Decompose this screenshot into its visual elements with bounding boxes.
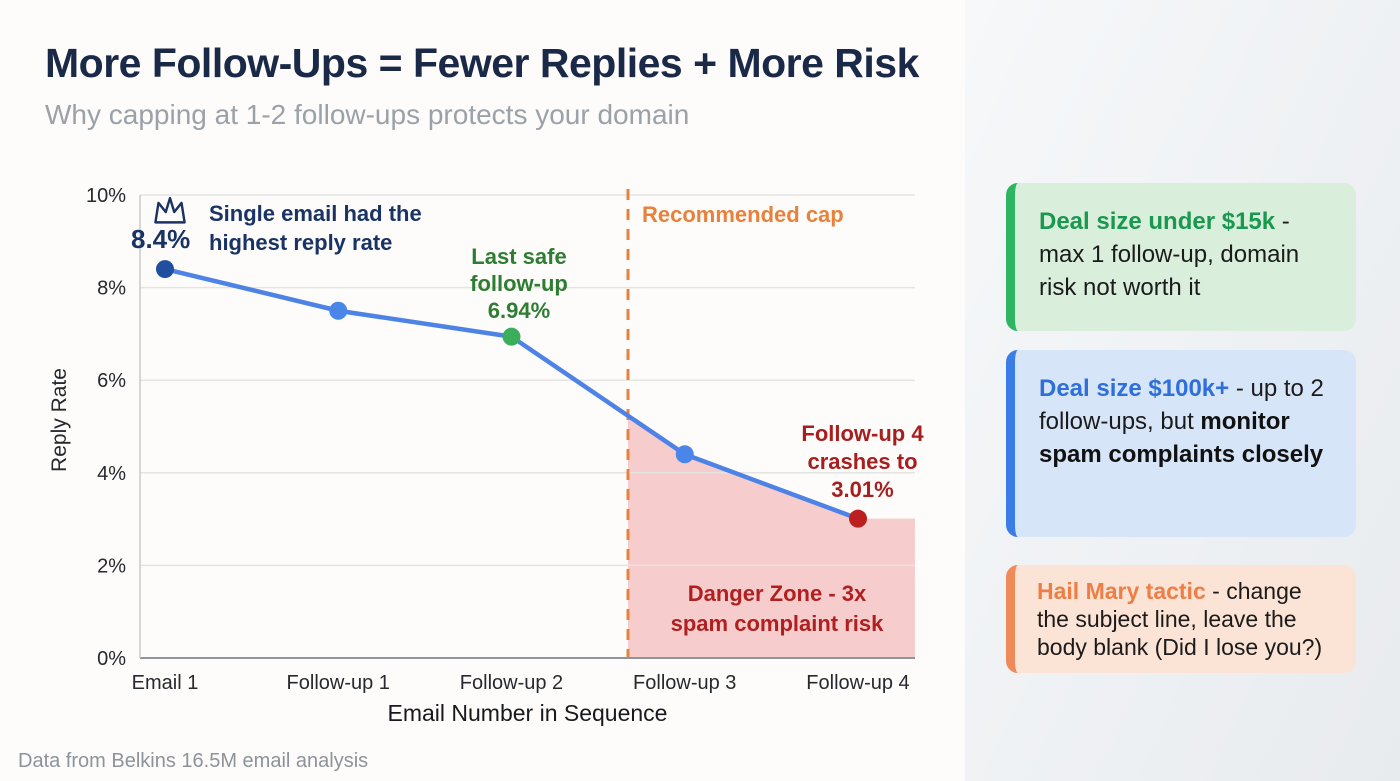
- svg-text:Email 1: Email 1: [132, 672, 199, 694]
- card-lead: Hail Mary tactic: [1037, 578, 1206, 604]
- card-deal-100k-plus: Deal size $100k+ - up to 2 follow-ups, b…: [1006, 350, 1356, 537]
- svg-text:4%: 4%: [97, 463, 126, 485]
- svg-text:0%: 0%: [97, 648, 126, 670]
- card-body: - up to 2 follow-ups, but: [1039, 375, 1324, 435]
- peak-value-label: 8.4%: [131, 224, 191, 254]
- chart-panel: More Follow-Ups = Fewer Replies + More R…: [18, 40, 924, 772]
- svg-text:2%: 2%: [97, 555, 126, 577]
- card-deal-under-15k: Deal size under $15k - max 1 follow-up, …: [1006, 183, 1356, 331]
- page-title: More Follow-Ups = Fewer Replies + More R…: [45, 40, 919, 86]
- svg-text:Follow-up 4: Follow-up 4: [806, 672, 909, 694]
- card-body: - change the subject line, leave the bod…: [1037, 578, 1323, 660]
- x-axis-label: Email Number in Sequence: [387, 700, 668, 726]
- recommended-cap-label: Recommended cap: [642, 202, 844, 227]
- svg-text:Follow-up 3: Follow-up 3: [633, 672, 736, 694]
- data-source: Data from Belkins 16.5M email analysis: [18, 750, 369, 772]
- page-subtitle: Why capping at 1-2 follow-ups protects y…: [45, 99, 690, 130]
- svg-text:6%: 6%: [97, 370, 126, 392]
- last-safe-annotation: Last safe follow-up 6.94%: [470, 244, 568, 323]
- peak-annotation: Single email had the highest reply rate: [209, 201, 422, 255]
- card-body: - max 1 follow-up, domain risk not worth…: [1039, 208, 1300, 301]
- recommendations-panel: Deal size under $15k - max 1 follow-up, …: [965, 0, 1400, 781]
- svg-text:Follow-up 2: Follow-up 2: [460, 672, 563, 694]
- reply-rate-chart: 0% 2% 4% 6% 8% 10% Email 1 Follow-up 1 Follow-up…: [86, 185, 915, 694]
- svg-text:Follow-up 1: Follow-up 1: [287, 672, 390, 694]
- svg-text:8%: 8%: [97, 278, 126, 300]
- card-lead: Deal size under $15k: [1039, 208, 1276, 235]
- crash-annotation: Follow-up 4 crashes to 3.01%: [801, 421, 924, 502]
- svg-text:10%: 10%: [86, 185, 126, 207]
- card-emphasis: monitor spam complaints closely: [1039, 408, 1324, 468]
- y-axis-label: Reply Rate: [48, 368, 71, 472]
- card-lead: Deal size $100k+: [1039, 375, 1230, 402]
- card-hail-mary: Hail Mary tactic - change the subject li…: [1006, 565, 1356, 673]
- crown-icon: [150, 192, 190, 226]
- danger-zone-label: Danger Zone - 3x spam complaint risk: [670, 581, 884, 636]
